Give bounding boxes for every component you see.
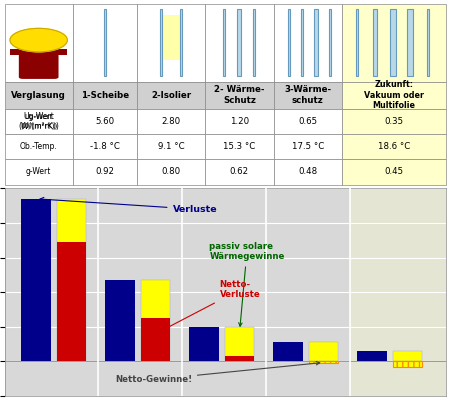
Bar [57,199,86,362]
Text: 2.80: 2.80 [162,117,180,126]
Bar [309,342,338,362]
Text: 1-Scheibe: 1-Scheibe [81,91,129,100]
Text: 0.92: 0.92 [95,167,114,176]
Bar [301,10,303,76]
Bar [274,82,342,109]
Text: Ug-Wert
(W/(m²rK)): Ug-Wert (W/(m²rK)) [18,112,59,131]
Bar [309,362,338,363]
Bar [137,82,205,109]
Bar [273,342,303,362]
Text: -1.8 °C: -1.8 °C [90,142,120,151]
Text: passiv solare
Wärmegewinne: passiv solare Wärmegewinne [209,242,284,326]
Bar [57,242,86,362]
Bar [274,134,342,159]
Bar [205,109,274,134]
Bar [223,10,225,76]
Bar [225,327,254,362]
Text: Ob.-Temp.: Ob.-Temp. [20,142,58,151]
Text: 0.62: 0.62 [230,167,249,176]
Bar [21,199,51,362]
Text: Ug-Wert
(W/(m²rK)): Ug-Wert (W/(m²rK)) [20,114,57,129]
Text: Netto-
Verluste: Netto- Verluste [159,280,261,332]
Bar [407,10,414,76]
Bar [163,15,181,60]
Bar [356,10,359,76]
Text: 0.48: 0.48 [298,167,317,176]
Bar [342,109,446,134]
Bar [141,318,171,362]
Bar [4,159,73,184]
Text: Verglasung: Verglasung [11,91,66,100]
Bar [73,4,137,82]
Bar [342,4,446,82]
Text: Zukunft:
Vakuum oder
Multifolie: Zukunft: Vakuum oder Multifolie [364,80,424,110]
Bar [4,109,73,134]
Bar [328,10,331,76]
Bar [105,280,135,362]
Bar [274,159,342,184]
Text: 9.1 °C: 9.1 °C [158,142,184,151]
Bar [205,134,274,159]
Text: 2-Isolier: 2-Isolier [151,91,191,100]
Bar [374,10,377,76]
Text: 1.20: 1.20 [230,117,249,126]
Bar [4,109,73,134]
Bar [314,10,318,76]
Text: 5.60: 5.60 [95,117,114,126]
Bar [288,10,289,76]
Bar [104,10,106,76]
Bar [73,82,137,109]
Bar [427,10,429,76]
Text: 3-Wärme-
schutz: 3-Wärme- schutz [284,86,331,105]
Bar [390,10,396,76]
Bar [73,159,137,184]
FancyBboxPatch shape [19,43,58,79]
Bar [10,49,68,54]
Bar [180,10,182,76]
Text: g-Wert: g-Wert [26,167,51,176]
Bar [137,4,205,82]
Bar [274,4,342,82]
Bar [137,159,205,184]
Bar [137,109,205,134]
Bar [205,159,274,184]
Circle shape [10,28,68,52]
Text: 0.35: 0.35 [384,117,403,126]
Bar [342,82,446,109]
Bar [350,188,446,396]
Text: 18.6 °C: 18.6 °C [378,142,410,151]
Bar [237,10,241,76]
Bar [342,134,446,159]
Bar [274,109,342,134]
Bar [253,10,256,76]
Bar [141,280,171,362]
Text: Netto-Gewinne!: Netto-Gewinne! [115,362,320,384]
Bar [393,351,423,362]
Text: 0.80: 0.80 [162,167,180,176]
Bar [4,4,73,82]
Bar [160,10,162,76]
Bar [342,159,446,184]
Bar [205,82,274,109]
Bar [357,351,387,362]
Text: 2- Wärme-
Schutz: 2- Wärme- Schutz [214,86,265,105]
Bar [4,82,73,109]
Text: 15.3 °C: 15.3 °C [223,142,256,151]
Text: 0.45: 0.45 [384,167,403,176]
Bar [4,134,73,159]
Bar [393,362,423,366]
Bar [225,356,254,362]
Text: 17.5 °C: 17.5 °C [292,142,324,151]
Bar [189,327,219,362]
Bar [205,4,274,82]
Text: Verluste: Verluste [40,198,217,214]
Text: 0.65: 0.65 [298,117,317,126]
Bar [137,134,205,159]
Bar [73,109,137,134]
Bar [73,134,137,159]
